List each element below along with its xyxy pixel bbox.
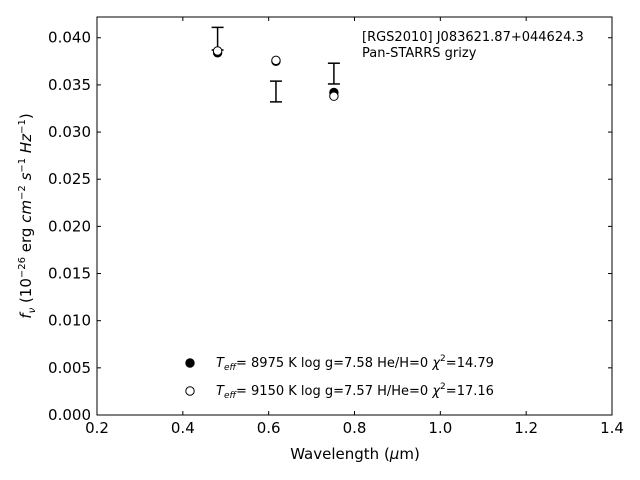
annotation-survey: Pan-STARRS grizy [362, 46, 477, 61]
plot-area [97, 17, 612, 415]
y-tick-label: 0.005 [48, 359, 91, 377]
svg-text:Teff= 8975 K log g=7.58 He/: Teff= 8975 K log g=7.58 He/H=0 χ2=14.79 [216, 354, 494, 373]
legend-teff-1: 8975 K [251, 356, 297, 371]
y-tick-label: 0.025 [48, 170, 91, 188]
error-bar [269, 80, 282, 103]
y-tick-label: 0.010 [48, 312, 91, 330]
legend-chi2-2: 17.16 [457, 384, 494, 399]
y-tick-label: 0.040 [48, 29, 91, 47]
y-tick-label: 0.035 [48, 76, 91, 94]
legend-entry-2: Teff= 9150 K log g=7.57 H/He=0 χ2=17.16 [185, 382, 494, 401]
data-point-open [212, 46, 223, 56]
legend-logg-2: log g=7.57 [301, 384, 373, 399]
legend-marker-filled [185, 358, 195, 368]
x-tick-label: 0.2 [85, 419, 109, 437]
y-tick-label: 0.020 [48, 217, 91, 235]
x-tick-label: 1.2 [514, 419, 538, 437]
legend-comp-1: He/H=0 [377, 356, 428, 371]
x-axis-label: Wavelength (μm) [290, 445, 420, 463]
legend-comp-2: H/He=0 [377, 384, 428, 399]
y-axis-label: fν (10−26 erg cm−2 s−1 Hz−1) [17, 113, 38, 318]
legend-entry-1: Teff= 8975 K log g=7.58 He/H=0 χ2=14.79 [185, 354, 494, 373]
plot-frame [96, 16, 613, 416]
svg-text:Teff= 9150 K log g=7.57 H/H: Teff= 9150 K log g=7.57 H/He=0 χ2=17.16 [216, 382, 494, 401]
data-point-open [329, 91, 339, 101]
x-tick-label: 0.4 [171, 419, 195, 437]
x-tick-label: 1.0 [428, 419, 452, 437]
x-tick-label: 0.6 [257, 419, 281, 437]
legend: Teff= 8975 K log g=7.58 He/H=0 χ2=14.79 … [185, 354, 494, 401]
x-tick-label: 1.4 [600, 419, 624, 437]
legend-logg-1: log g=7.58 [301, 356, 373, 371]
y-tick-label: 0.000 [48, 406, 91, 424]
legend-marker-open [185, 386, 195, 396]
y-tick-label: 0.015 [48, 265, 91, 283]
y-tick-label: 0.030 [48, 123, 91, 141]
data-point-open [271, 55, 281, 66]
legend-teff-2: 9150 K [251, 384, 297, 399]
legend-chi2-1: 14.79 [457, 356, 494, 371]
annotation-object: [RGS2010] J083621.87+044624.3 [362, 30, 584, 45]
error-bar [327, 62, 340, 85]
x-tick-label: 0.8 [343, 419, 367, 437]
